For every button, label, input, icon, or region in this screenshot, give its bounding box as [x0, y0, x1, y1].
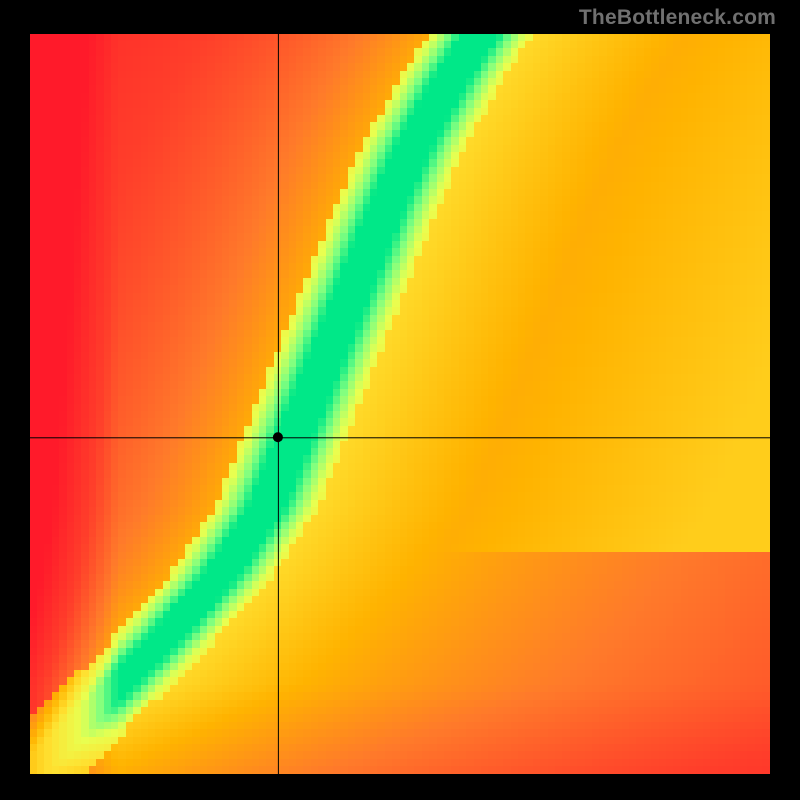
chart-container: TheBottleneck.com	[0, 0, 800, 800]
heatmap-canvas	[30, 34, 770, 774]
attribution-text: TheBottleneck.com	[579, 6, 776, 30]
heatmap-chart	[30, 34, 770, 774]
